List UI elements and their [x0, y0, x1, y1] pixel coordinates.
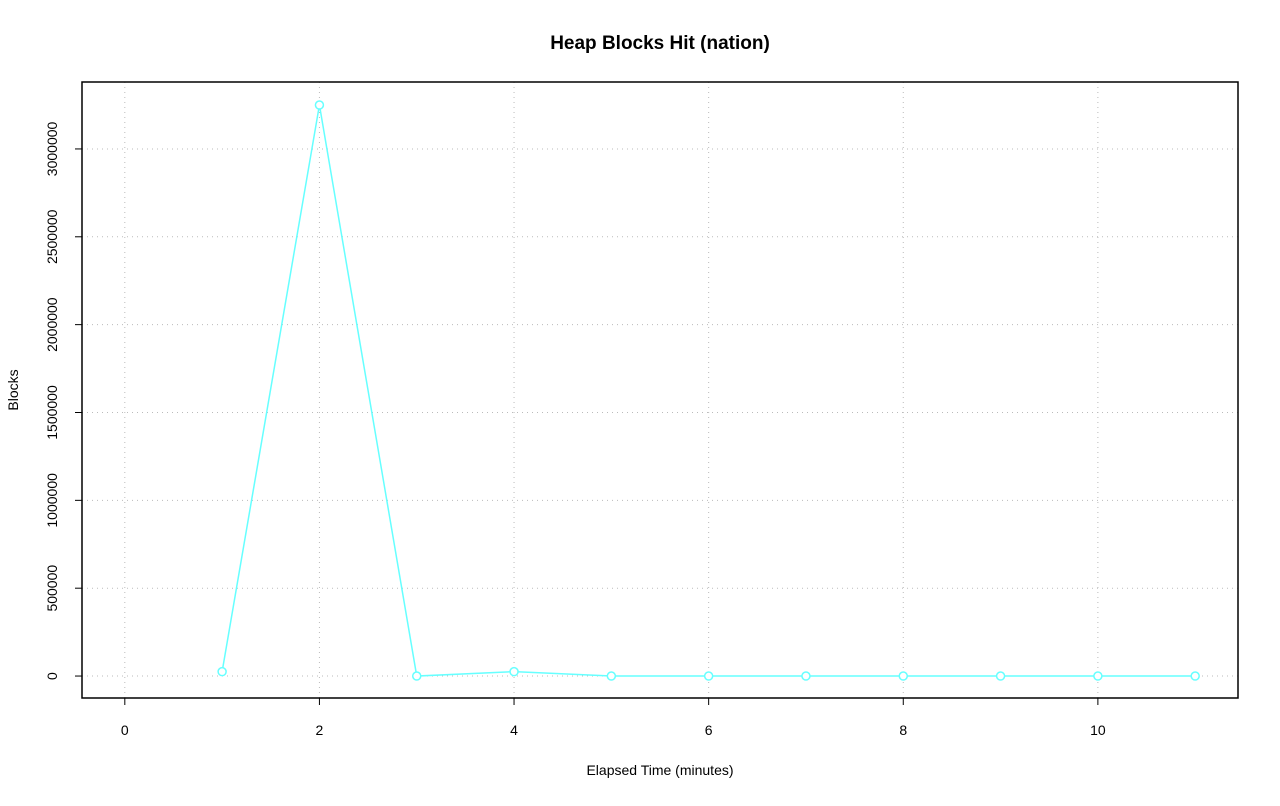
y-tick-label: 1000000	[44, 473, 60, 528]
y-tick-label: 1500000	[44, 385, 60, 440]
x-tick-label: 2	[316, 722, 324, 738]
y-tick-label: 2500000	[44, 209, 60, 264]
series-line	[221, 104, 1196, 677]
chart-title: Heap Blocks Hit (nation)	[550, 33, 770, 54]
data-point	[1190, 671, 1200, 681]
x-tick-label: 8	[899, 722, 907, 738]
plot-frame	[81, 81, 1239, 699]
data-point	[314, 100, 325, 110]
data-point	[898, 671, 909, 681]
x-tick-label: 4	[510, 722, 518, 738]
y-tick-label: 2000000	[44, 297, 60, 352]
y-tick-label: 3000000	[44, 121, 60, 176]
x-tick-label: 6	[705, 722, 713, 738]
data-point	[606, 671, 617, 681]
x-tick-label: 10	[1090, 722, 1106, 738]
data-point	[801, 671, 811, 681]
data-point	[509, 666, 519, 677]
data-point	[411, 671, 422, 681]
y-axis-label: Blocks	[5, 369, 21, 410]
data-point	[1093, 671, 1103, 681]
data-point	[703, 671, 714, 681]
y-tick-label: 500000	[44, 565, 60, 612]
x-axis-label: Elapsed Time (minutes)	[586, 762, 733, 778]
data-point	[995, 671, 1006, 681]
x-tick-label: 0	[121, 722, 129, 738]
y-tick-label: 0	[44, 672, 60, 680]
data-point	[217, 666, 227, 677]
